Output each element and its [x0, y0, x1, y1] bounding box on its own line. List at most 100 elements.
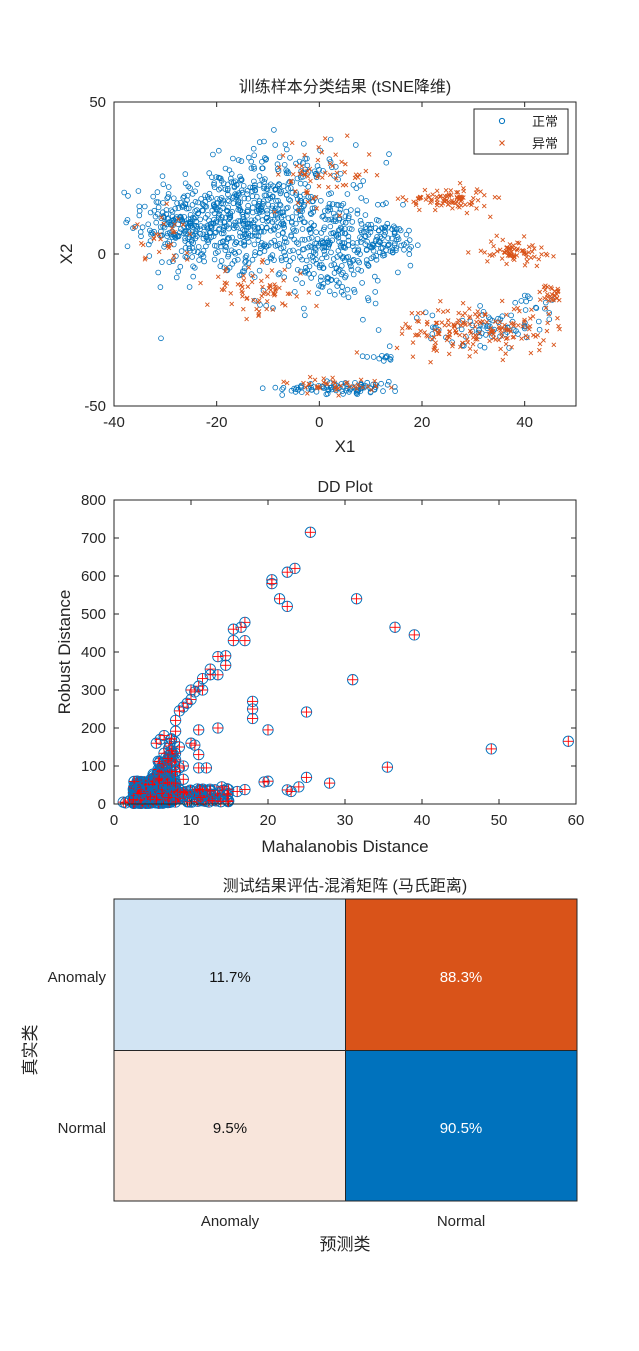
normal-point — [348, 263, 354, 270]
anomaly-point — [444, 337, 450, 343]
anomaly-point — [483, 312, 488, 318]
normal-point — [178, 248, 185, 254]
normal-point — [340, 201, 347, 207]
normal-point — [339, 388, 346, 394]
anomaly-point — [336, 385, 341, 391]
normal-point — [357, 182, 364, 189]
anomaly-point — [287, 291, 293, 297]
normal-point — [237, 173, 243, 180]
anomaly-point — [462, 202, 468, 208]
normal-point — [365, 221, 371, 228]
normal-point — [281, 162, 288, 168]
normal-point — [233, 192, 240, 198]
normal-point — [341, 230, 348, 237]
normal-point — [363, 246, 370, 253]
normal-point — [238, 158, 245, 164]
normal-point — [374, 277, 381, 284]
normal-point — [226, 215, 233, 222]
dd-plot-title: DD Plot — [317, 479, 373, 496]
anomaly-point — [516, 240, 522, 246]
anomaly-point — [467, 321, 472, 327]
anomaly-point — [455, 189, 461, 195]
tsne-legend-box — [473, 108, 569, 155]
normal-point — [364, 354, 370, 360]
normal-point — [272, 384, 279, 391]
anomaly-point — [434, 202, 440, 208]
normal-point — [326, 288, 333, 295]
cm-xlabel: 预测类 — [320, 1235, 371, 1254]
anomaly-point — [314, 206, 319, 211]
normal-point — [154, 189, 161, 195]
normal-point — [318, 273, 324, 280]
dd-point — [177, 786, 189, 799]
dd-point — [144, 791, 157, 803]
normal-point — [384, 242, 391, 249]
normal-point — [272, 223, 279, 230]
normal-point — [287, 258, 293, 264]
anomaly-point — [395, 196, 401, 202]
normal-point — [231, 183, 238, 190]
anomaly-point — [418, 328, 423, 334]
normal-point — [369, 241, 376, 248]
normal-point — [336, 280, 342, 286]
normal-point — [295, 241, 302, 247]
dd-point — [150, 794, 162, 806]
y-tick-label: 0 — [98, 796, 106, 813]
anomaly-point — [443, 187, 449, 193]
anomaly-point — [271, 293, 277, 298]
anomaly-point — [528, 350, 534, 356]
x-tick-label: 20 — [260, 812, 277, 829]
normal-point — [302, 237, 308, 243]
normal-point — [278, 221, 284, 227]
normal-point — [275, 224, 281, 230]
normal-point — [532, 304, 539, 311]
dd-point — [300, 706, 313, 718]
anomaly-point — [424, 319, 430, 325]
normal-point — [187, 185, 193, 191]
normal-point — [377, 233, 384, 240]
normal-point — [147, 227, 153, 234]
dd-point — [169, 714, 182, 727]
anomaly-point — [298, 271, 303, 276]
normal-point — [260, 228, 267, 235]
normal-point — [348, 207, 354, 213]
anomaly-point — [449, 198, 455, 203]
normal-point — [177, 229, 183, 236]
anomaly-point — [526, 244, 532, 250]
anomaly-point — [545, 320, 550, 326]
tsne-ylabel: X2 — [57, 244, 76, 265]
normal-point — [217, 239, 224, 246]
normal-point — [218, 258, 225, 264]
anomaly-point — [517, 308, 522, 314]
normal-point — [235, 256, 241, 263]
normal-point — [380, 250, 387, 257]
normal-point — [339, 240, 346, 246]
normal-point — [414, 242, 421, 249]
normal-point — [325, 275, 332, 281]
dd-point — [169, 796, 182, 808]
normal-point — [160, 209, 166, 216]
normal-point — [180, 194, 187, 201]
normal-point — [206, 170, 213, 176]
anomaly-point — [537, 289, 543, 295]
dd-point — [215, 796, 227, 808]
dd-point — [169, 766, 182, 778]
anomaly-point — [474, 336, 480, 342]
normal-point — [263, 156, 270, 162]
anomaly-point — [416, 319, 422, 324]
normal-point — [271, 257, 277, 263]
normal-point — [396, 226, 403, 232]
anomaly-point — [352, 175, 358, 181]
dd-point — [220, 659, 232, 671]
normal-point — [344, 286, 351, 293]
anomaly-point — [172, 222, 177, 227]
normal-point — [365, 263, 372, 269]
anomaly-point — [279, 301, 285, 306]
anomaly-point — [549, 297, 555, 302]
anomaly-point — [413, 332, 418, 338]
anomaly-point — [251, 297, 256, 303]
anomaly-point — [482, 250, 487, 255]
normal-point — [308, 193, 314, 200]
normal-point — [170, 258, 176, 265]
